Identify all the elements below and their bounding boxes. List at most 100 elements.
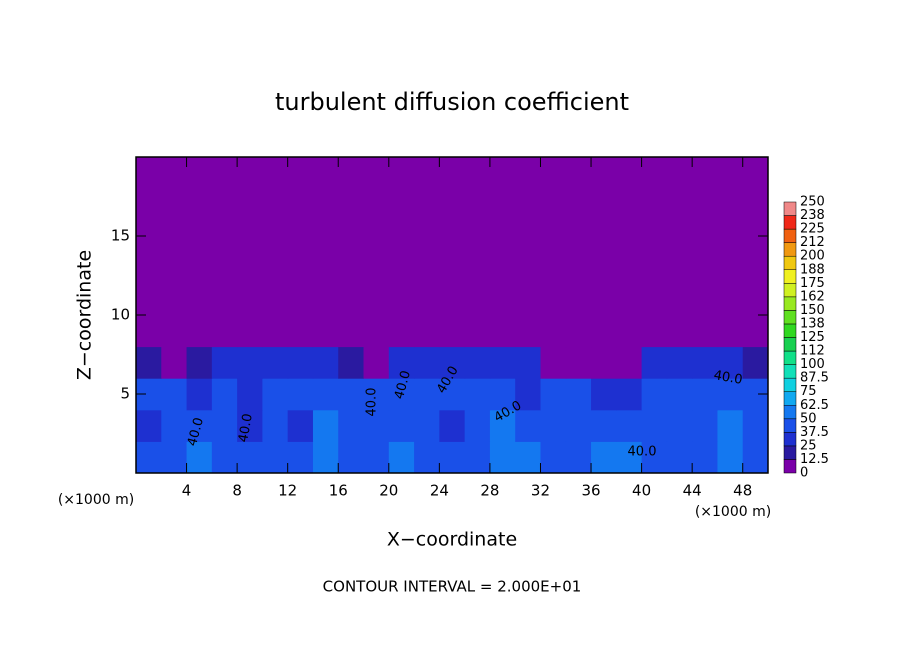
heat-cell bbox=[363, 315, 390, 348]
heat-cell bbox=[287, 441, 314, 474]
heat-cell bbox=[565, 346, 592, 379]
x-tick-label: 28 bbox=[480, 482, 499, 500]
heat-cell bbox=[161, 346, 188, 379]
heat-cell bbox=[515, 441, 541, 474]
heat-cell bbox=[565, 441, 592, 474]
heat-cell bbox=[717, 378, 744, 411]
heat-cell bbox=[136, 346, 162, 379]
heat-cell bbox=[666, 441, 693, 474]
heat-cell bbox=[262, 346, 289, 379]
heat-cell bbox=[363, 441, 390, 474]
heat-cell bbox=[414, 441, 440, 474]
heat-cell bbox=[363, 346, 390, 379]
heat-cell bbox=[641, 378, 668, 411]
colorbar-swatch bbox=[783, 255, 797, 271]
heat-cell bbox=[414, 346, 440, 379]
heat-cell bbox=[540, 409, 567, 442]
heat-cell bbox=[464, 441, 491, 474]
heat-cell bbox=[186, 315, 213, 348]
contour-label: 40.0 bbox=[236, 412, 256, 443]
heat-cell bbox=[211, 315, 238, 348]
colorbar-label: 200 bbox=[800, 249, 825, 264]
heat-cell bbox=[439, 378, 466, 411]
heat-cell bbox=[489, 346, 516, 379]
x-tick-label: 44 bbox=[683, 482, 702, 500]
heat-cell bbox=[237, 378, 263, 411]
colorbar-label: 50 bbox=[800, 411, 817, 426]
colorbar-swatch bbox=[783, 296, 797, 311]
heat-cell bbox=[666, 346, 693, 379]
heat-cell bbox=[641, 441, 668, 474]
heat-cell bbox=[565, 315, 592, 348]
heat-cell bbox=[388, 378, 415, 411]
heat-cell bbox=[161, 441, 188, 474]
heat-cell bbox=[464, 409, 491, 442]
heat-cell bbox=[641, 315, 668, 348]
heat-cell bbox=[338, 409, 365, 442]
colorbar-swatch bbox=[783, 364, 797, 379]
colorbar-swatch bbox=[783, 215, 797, 230]
heat-cell bbox=[515, 409, 541, 442]
heat-cell bbox=[237, 315, 263, 348]
contour-label: 40.0 bbox=[712, 368, 743, 388]
colorbar-swatch bbox=[783, 432, 797, 447]
heat-cell bbox=[388, 346, 415, 379]
heat-cell bbox=[591, 441, 617, 474]
colorbar-label: 37.5 bbox=[800, 425, 829, 440]
colorbar-label: 212 bbox=[800, 235, 825, 250]
y-tick-label: 5 bbox=[120, 385, 130, 403]
heat-cell bbox=[312, 378, 339, 411]
heat-cell bbox=[489, 378, 516, 411]
heat-cell bbox=[161, 315, 188, 348]
heat-cell bbox=[692, 441, 718, 474]
heat-cell bbox=[388, 441, 415, 474]
colorbar-label: 188 bbox=[800, 262, 825, 277]
heat-cell bbox=[287, 315, 314, 348]
heat-cell bbox=[136, 441, 162, 474]
heat-cell bbox=[641, 409, 668, 442]
heat-cell bbox=[439, 346, 466, 379]
colorbar-swatch bbox=[783, 459, 797, 474]
colorbar-swatch bbox=[783, 337, 797, 352]
contour-label: 40.0 bbox=[392, 369, 414, 401]
heat-cell bbox=[186, 409, 213, 442]
heat-cell bbox=[363, 409, 390, 442]
heat-cell bbox=[742, 315, 769, 348]
heat-cell bbox=[338, 441, 365, 474]
chart-title: turbulent diffusion coefficient bbox=[275, 88, 629, 116]
heat-cell bbox=[287, 378, 314, 411]
heat-cell bbox=[692, 315, 718, 348]
heat-cell bbox=[464, 315, 491, 348]
heat-cell bbox=[338, 315, 365, 348]
colorbar-swatch bbox=[783, 405, 797, 420]
x-unit-label: (×1000 m) bbox=[695, 504, 771, 520]
colorbar-swatch bbox=[783, 350, 797, 365]
colorbar-label: 112 bbox=[800, 344, 825, 359]
heat-cell bbox=[287, 409, 314, 442]
x-tick-label: 40 bbox=[632, 482, 651, 500]
y-tick-label: 10 bbox=[111, 306, 130, 324]
colorbar-label: 238 bbox=[800, 208, 825, 223]
heat-cell bbox=[591, 409, 617, 442]
heat-cell bbox=[565, 409, 592, 442]
heat-cell bbox=[312, 441, 339, 474]
x-tick-label: 20 bbox=[379, 482, 398, 500]
heat-cell bbox=[692, 378, 718, 411]
colorbar-label: 125 bbox=[800, 330, 825, 345]
colorbar-swatch bbox=[783, 323, 797, 338]
colorbar-swatch bbox=[783, 445, 797, 460]
heat-cell bbox=[489, 315, 516, 348]
colorbar-swatch bbox=[783, 310, 797, 325]
heat-cell bbox=[489, 441, 516, 474]
heat-cell bbox=[742, 409, 769, 442]
heat-cell bbox=[262, 378, 289, 411]
x-tick-label: 32 bbox=[531, 482, 550, 500]
colorbar-label: 12.5 bbox=[800, 452, 829, 467]
contour-label: 40.0 bbox=[628, 445, 657, 460]
heat-cell bbox=[237, 346, 263, 379]
heat-cell bbox=[312, 315, 339, 348]
heat-cell bbox=[211, 441, 238, 474]
heat-cell bbox=[338, 378, 365, 411]
colorbar-label: 25 bbox=[800, 438, 817, 453]
